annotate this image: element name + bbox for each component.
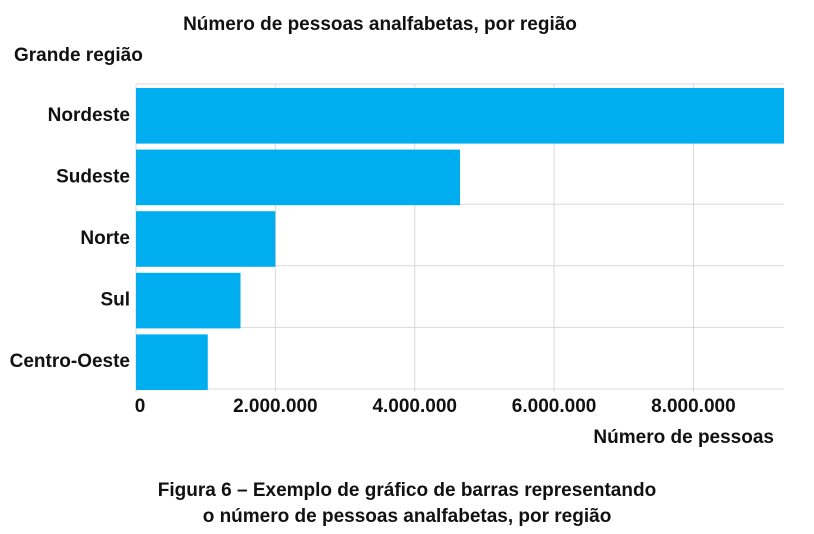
x-tick-label: 0 bbox=[135, 396, 146, 417]
caption-line-2: o número de pessoas analfabetas, por reg… bbox=[202, 506, 612, 527]
x-tick-label: 4.000.000 bbox=[372, 396, 457, 417]
bar-nordeste bbox=[136, 88, 784, 144]
y-axis-title: Grande região bbox=[14, 45, 143, 66]
category-label: Centro-Oeste bbox=[10, 351, 130, 372]
bar-norte bbox=[136, 211, 276, 267]
bar-sul bbox=[136, 272, 241, 329]
x-tick-label: 6.000.000 bbox=[512, 396, 597, 417]
x-tick-label: 2.000.000 bbox=[233, 396, 318, 417]
x-tick-label: 8.000.000 bbox=[651, 396, 736, 417]
x-axis-title: Número de pessoas bbox=[593, 427, 774, 448]
caption-line-1: Figura 6 – Exemplo de gráfico de barras … bbox=[157, 480, 657, 501]
bar-sudeste bbox=[136, 149, 460, 206]
chart-title: Número de pessoas analfabetas, por regiã… bbox=[183, 14, 577, 35]
bar-centro-oeste bbox=[136, 334, 208, 390]
bar-chart: Nordeste Sudeste Norte Sul Centro-Oeste 0 2.00… bbox=[10, 83, 784, 417]
figure-caption: Figura 6 – Exemplo de gráfico de barras … bbox=[0, 478, 814, 530]
category-label: Norte bbox=[80, 228, 130, 249]
category-label: Nordeste bbox=[48, 105, 130, 126]
category-label: Sul bbox=[100, 290, 130, 311]
category-label: Sudeste bbox=[56, 166, 130, 187]
